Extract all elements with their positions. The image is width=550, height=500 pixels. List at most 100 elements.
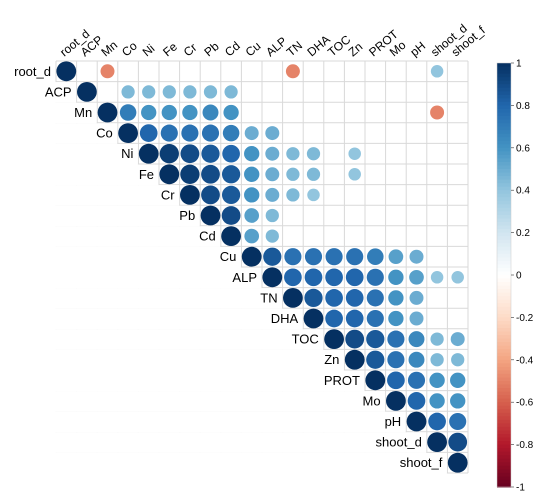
- corr-circle-Cu-ALP: [263, 247, 282, 266]
- corr-circle-Co-Ni: [139, 124, 158, 142]
- colorbar-segment: [497, 384, 511, 389]
- colorbar-segment: [497, 479, 511, 485]
- colorbar-tick-label: -0.6: [516, 398, 534, 409]
- corr-circle-Mn-Cr: [182, 104, 198, 121]
- corr-circle-Ni-DHA: [306, 147, 321, 161]
- correlation-circles: [56, 61, 468, 473]
- corr-circle-ACP-Fe: [162, 85, 176, 99]
- lower-triangle-mask: [55, 102, 97, 124]
- colorbar-segment: [497, 426, 511, 432]
- colorbar-segment: [497, 200, 511, 205]
- colorbar-segment: [497, 105, 511, 110]
- colorbar-segment: [497, 296, 511, 301]
- corr-circle-Pb-Pb: [200, 205, 221, 226]
- colorbar-segment: [497, 416, 511, 421]
- colorbar-tick-label: 0.6: [516, 143, 530, 154]
- colorbar-segment: [497, 444, 511, 449]
- colorbar-segment: [497, 278, 511, 283]
- colorbar-segment: [497, 451, 511, 456]
- lower-triangle-mask: [55, 185, 180, 206]
- corr-circle-DHA-Mo: [388, 310, 404, 327]
- col-label-Cr: Cr: [181, 40, 200, 59]
- corr-circle-Fe-Cd: [221, 165, 241, 184]
- colorbar-tick-label: 0: [516, 271, 522, 282]
- colorbar-segment: [497, 98, 511, 103]
- colorbar-segment: [497, 151, 511, 156]
- colorbar-segment: [497, 158, 511, 163]
- corr-circle-Zn-Mo: [387, 351, 405, 369]
- colorbar-segment: [497, 126, 511, 131]
- corr-circle-Fe-Cu: [244, 166, 260, 182]
- corr-circle-DHA-Zn: [345, 309, 364, 328]
- lower-triangle-mask: [55, 246, 241, 268]
- corr-circle-PROT-PROT: [365, 370, 386, 391]
- corr-circle-TOC-Zn: [345, 329, 365, 349]
- colorbar-tick-label: 1: [516, 59, 522, 70]
- lower-triangle-mask: [55, 267, 262, 289]
- corr-circle-Cu-pH: [409, 249, 424, 264]
- colorbar-segment: [497, 161, 511, 167]
- corr-circle-TN-TOC: [325, 289, 343, 307]
- colorbar-segment: [497, 324, 511, 329]
- colorbar-segment: [497, 133, 511, 138]
- corr-circle-Cr-ALP: [265, 187, 280, 202]
- colorbar-tick-label: 0.4: [516, 186, 530, 197]
- corr-circle-Fe-TN: [286, 167, 300, 181]
- corr-circle-shoot_d-shoot_d: [427, 432, 447, 452]
- corr-circle-Ni-Cd: [222, 144, 240, 163]
- corr-circle-Ni-Cu: [244, 146, 260, 162]
- corr-circle-Mo-shoot_d: [429, 393, 445, 409]
- colorbar-segment: [497, 405, 511, 410]
- lower-triangle-mask: [55, 82, 77, 103]
- row-label-Cr: Cr: [161, 187, 175, 202]
- lower-triangle-mask: [55, 123, 118, 144]
- corr-circle-Ni-TN: [286, 147, 300, 161]
- colorbar-segment: [497, 147, 511, 152]
- colorbar-segment: [497, 313, 511, 318]
- corr-circle-Zn-PROT: [366, 350, 385, 369]
- colorbar-segment: [497, 154, 511, 159]
- corr-circle-DHA-PROT: [366, 309, 384, 328]
- lower-triangle-mask: [55, 308, 303, 330]
- corr-circle-Cu-PROT: [367, 248, 384, 265]
- corr-circle-Pb-ALP: [265, 208, 279, 223]
- corr-circle-pH-shoot_f: [449, 412, 467, 431]
- colorbar-segment: [497, 395, 511, 400]
- corr-circle-PROT-shoot_f: [450, 372, 466, 388]
- corr-circle-Co-Cd: [222, 124, 240, 142]
- col-label-Zn: Zn: [346, 40, 366, 60]
- corr-circle-ALP-shoot_f: [451, 271, 464, 284]
- colorbar-segment: [497, 465, 511, 470]
- colorbar-segment: [497, 342, 511, 347]
- colorbar-segment: [497, 356, 511, 361]
- corr-circle-ACP-ACP: [77, 82, 97, 102]
- corr-circle-Fe-Fe: [159, 164, 180, 185]
- row-label-pH: pH: [385, 414, 402, 429]
- row-label-Mn: Mn: [74, 105, 92, 120]
- colorbar-segment: [497, 472, 511, 477]
- col-label-Cu: Cu: [243, 39, 264, 60]
- row-label-TOC: TOC: [292, 332, 319, 347]
- colorbar-segment: [497, 338, 511, 343]
- lower-triangle-mask: [55, 411, 406, 433]
- colorbar-segment: [497, 218, 511, 223]
- corr-circle-Co-Cr: [181, 124, 199, 142]
- corr-circle-Cd-Cu: [244, 228, 260, 244]
- colorbar-segment: [497, 448, 511, 453]
- row-label-Zn: Zn: [324, 352, 339, 367]
- colorbar-segment: [497, 130, 511, 135]
- colorbar-segment: [497, 423, 511, 428]
- colorbar-segment: [497, 409, 511, 414]
- corr-circle-root_d-root_d: [56, 61, 77, 82]
- corr-circle-ALP-ALP: [262, 267, 283, 288]
- corr-circle-ALP-PROT: [366, 268, 384, 286]
- colorbar-segment: [497, 84, 511, 89]
- colorbar-segment: [497, 243, 511, 248]
- col-label-TN: TN: [284, 38, 305, 59]
- corr-circle-Mn-Pb: [202, 104, 219, 121]
- corr-circle-ALP-Zn: [345, 268, 364, 287]
- colorbar-segment: [497, 306, 511, 311]
- colorbar-tick-label: -1: [516, 483, 525, 494]
- colorbar-segment: [497, 253, 511, 258]
